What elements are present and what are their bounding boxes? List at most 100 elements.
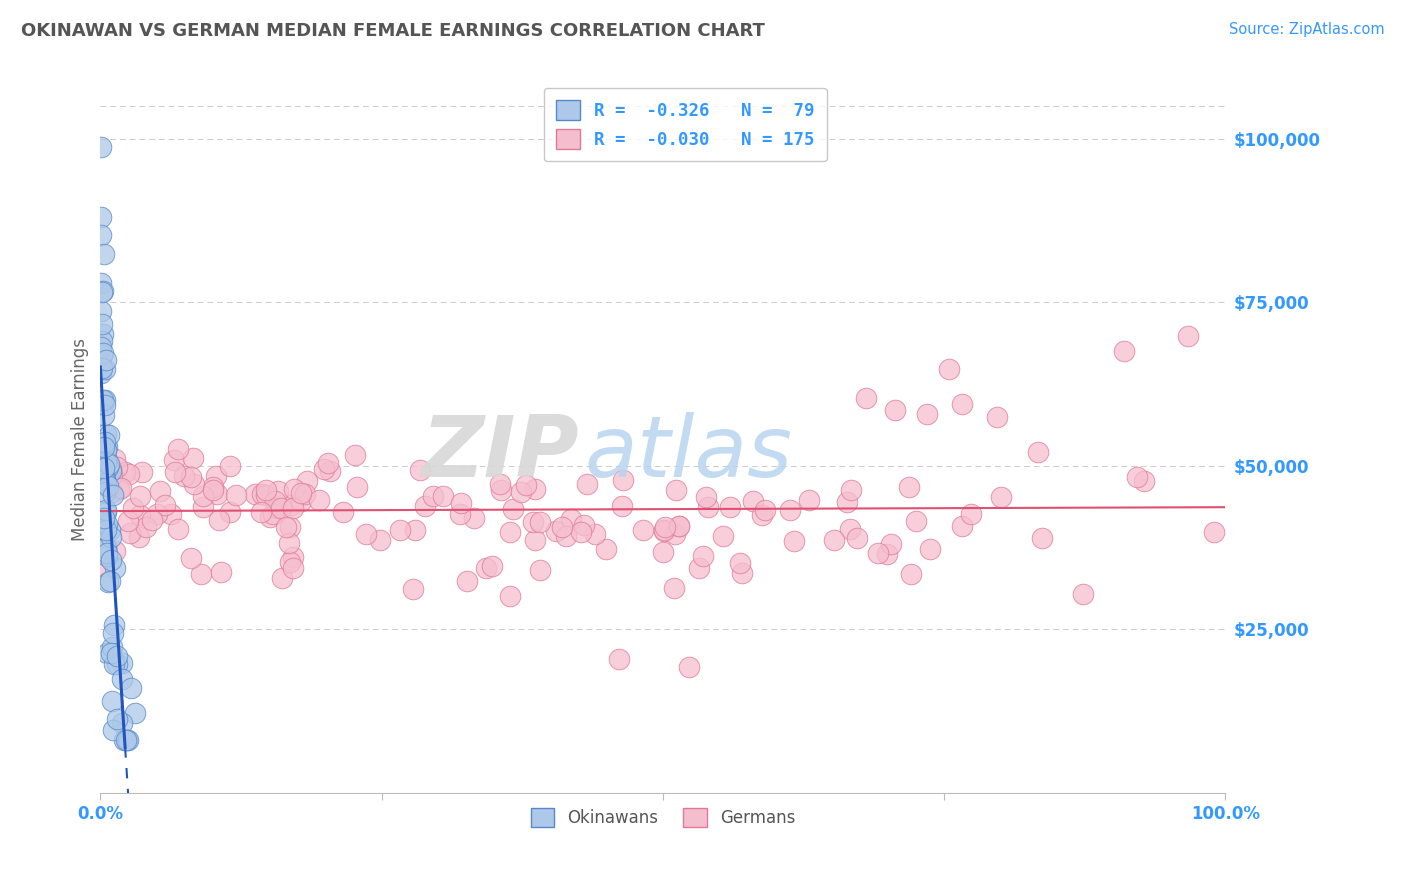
Point — [219, 505, 242, 519]
Point — [93, 464, 115, 478]
Point — [160, 507, 183, 521]
Point — [90, 139, 112, 153]
Point — [96, 546, 118, 560]
Point — [204, 469, 226, 483]
Point — [93, 510, 115, 524]
Point — [1071, 587, 1094, 601]
Point — [835, 495, 858, 509]
Point — [695, 490, 717, 504]
Point — [754, 503, 776, 517]
Point — [368, 533, 391, 547]
Point — [208, 513, 231, 527]
Point — [529, 516, 551, 530]
Point — [90, 228, 112, 243]
Point — [1114, 344, 1136, 359]
Point — [266, 484, 288, 499]
Point — [952, 519, 974, 533]
Point — [668, 518, 690, 533]
Point — [498, 525, 520, 540]
Point — [551, 520, 574, 534]
Point — [190, 567, 212, 582]
Point — [595, 541, 617, 556]
Point — [100, 462, 122, 476]
Point — [960, 507, 983, 521]
Point — [153, 499, 176, 513]
Point — [101, 694, 124, 708]
Point — [117, 733, 139, 747]
Point — [219, 459, 242, 474]
Point — [94, 398, 117, 412]
Point — [183, 477, 205, 491]
Point — [499, 590, 522, 604]
Point — [101, 723, 124, 738]
Point — [555, 529, 578, 543]
Point — [93, 467, 115, 482]
Text: Source: ZipAtlas.com: Source: ZipAtlas.com — [1229, 22, 1385, 37]
Point — [93, 247, 115, 261]
Point — [180, 470, 202, 484]
Point — [193, 500, 215, 515]
Point — [711, 529, 734, 543]
Point — [544, 524, 567, 539]
Point — [91, 455, 114, 469]
Point — [905, 514, 928, 528]
Point — [515, 477, 537, 491]
Point — [115, 733, 138, 747]
Point — [91, 345, 114, 359]
Point — [97, 428, 120, 442]
Point — [938, 362, 960, 376]
Point — [631, 523, 654, 537]
Point — [314, 462, 336, 476]
Point — [456, 574, 478, 588]
Legend: Okinawans, Germans: Okinawans, Germans — [524, 801, 801, 834]
Point — [100, 530, 122, 544]
Point — [720, 500, 742, 514]
Point — [523, 482, 546, 496]
Point — [283, 560, 305, 574]
Point — [343, 448, 366, 462]
Point — [98, 574, 121, 588]
Point — [103, 618, 125, 632]
Point — [97, 479, 120, 493]
Point — [93, 392, 115, 407]
Point — [1204, 524, 1226, 539]
Point — [166, 442, 188, 456]
Point — [110, 481, 132, 495]
Point — [839, 483, 862, 497]
Point — [98, 524, 121, 538]
Point — [900, 567, 922, 582]
Point — [93, 459, 115, 474]
Point — [91, 317, 114, 331]
Point — [990, 490, 1012, 504]
Point — [90, 285, 112, 299]
Point — [129, 508, 152, 522]
Point — [572, 518, 595, 533]
Point — [98, 457, 121, 471]
Point — [104, 560, 127, 574]
Point — [489, 477, 512, 491]
Point — [94, 455, 117, 469]
Point — [918, 542, 941, 557]
Point — [167, 522, 190, 536]
Point — [432, 489, 454, 503]
Point — [522, 515, 544, 529]
Point — [90, 360, 112, 375]
Point — [225, 488, 247, 502]
Point — [100, 647, 122, 661]
Point — [120, 525, 142, 540]
Point — [524, 533, 547, 548]
Point — [481, 559, 503, 574]
Point — [111, 656, 134, 670]
Point — [354, 527, 377, 541]
Point — [90, 334, 112, 349]
Point — [90, 529, 112, 543]
Point — [101, 640, 124, 654]
Point — [576, 476, 599, 491]
Point — [866, 546, 889, 560]
Point — [94, 435, 117, 450]
Point — [105, 459, 128, 474]
Point — [651, 544, 673, 558]
Point — [986, 410, 1008, 425]
Text: ZIP: ZIP — [420, 412, 578, 495]
Point — [779, 503, 801, 517]
